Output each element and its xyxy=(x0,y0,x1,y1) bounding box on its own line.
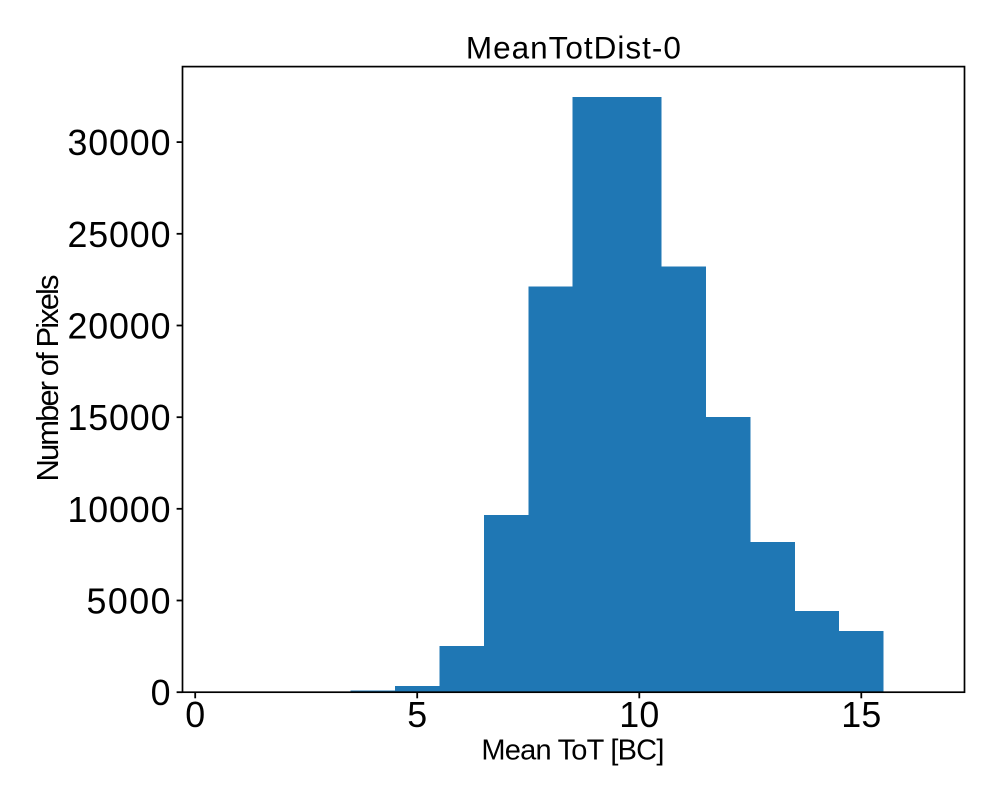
svg-text:30000: 30000 xyxy=(68,123,171,163)
svg-text:5: 5 xyxy=(407,695,427,735)
svg-text:15000: 15000 xyxy=(68,398,171,438)
svg-text:0: 0 xyxy=(185,695,205,735)
svg-text:10000: 10000 xyxy=(68,490,171,530)
svg-text:20000: 20000 xyxy=(68,307,171,347)
svg-text:5000: 5000 xyxy=(87,582,171,622)
svg-text:15: 15 xyxy=(841,695,881,735)
svg-text:Number of Pixels: Number of Pixels xyxy=(30,274,65,481)
svg-text:MeanTotDist-0: MeanTotDist-0 xyxy=(466,29,681,65)
svg-text:10: 10 xyxy=(619,695,659,735)
svg-text:Mean ToT [BC]: Mean ToT [BC] xyxy=(481,735,664,767)
svg-text:25000: 25000 xyxy=(68,215,171,255)
svg-text:0: 0 xyxy=(151,673,171,713)
